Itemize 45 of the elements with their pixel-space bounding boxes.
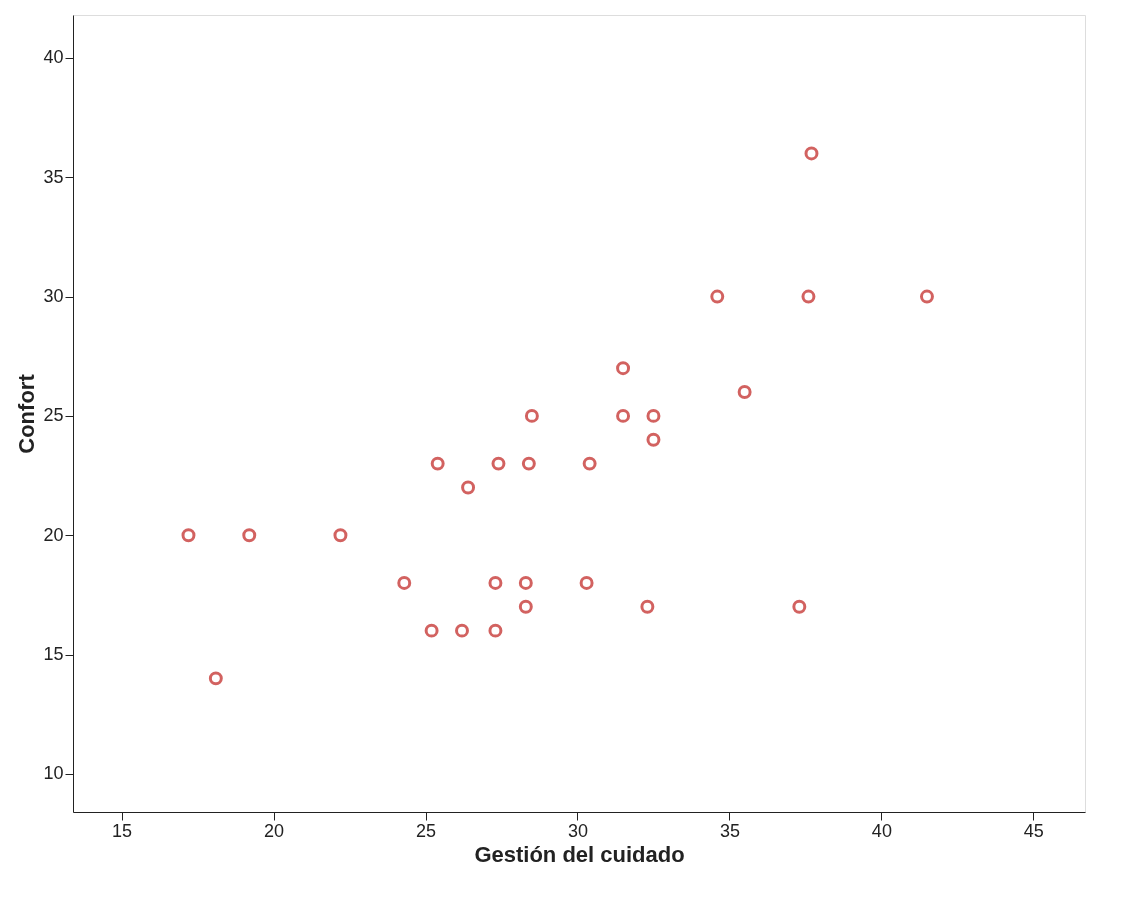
point	[737, 385, 752, 399]
point	[424, 623, 439, 638]
x-tick-label: 40	[871, 820, 892, 841]
point	[524, 408, 539, 423]
point	[646, 432, 661, 447]
point	[397, 575, 412, 590]
point	[461, 480, 476, 495]
y-tick-label: 25	[43, 405, 64, 426]
point	[242, 528, 257, 543]
point	[518, 575, 533, 590]
x-tick-label: 35	[719, 820, 740, 841]
point	[801, 289, 816, 304]
point	[518, 599, 533, 614]
point	[919, 289, 934, 304]
point	[792, 599, 807, 614]
x-axis-title: Gestión del cuidado	[474, 841, 685, 867]
x-tick-label: 20	[264, 820, 285, 841]
y-tick-label: 10	[43, 763, 64, 784]
point	[488, 575, 503, 590]
point	[488, 623, 503, 638]
point	[333, 528, 348, 543]
point	[710, 289, 725, 304]
y-axis-title: Confort	[14, 373, 40, 454]
point	[521, 456, 536, 471]
point	[455, 623, 469, 638]
x-tick-label: 45	[1023, 820, 1044, 841]
point	[804, 146, 819, 161]
point	[208, 671, 223, 686]
point	[640, 599, 655, 614]
y-tick-label: 40	[43, 47, 64, 68]
point	[582, 456, 597, 471]
y-tick-label: 30	[43, 286, 64, 307]
point	[579, 575, 594, 590]
point	[616, 408, 631, 423]
y-tick-label: 15	[43, 644, 64, 665]
x-tick-label: 25	[416, 820, 437, 841]
point	[181, 528, 196, 543]
point	[616, 361, 631, 376]
point	[430, 456, 445, 471]
y-tick-label: 20	[43, 524, 64, 545]
x-tick-label: 15	[112, 820, 133, 841]
point	[646, 408, 661, 423]
x-tick-label: 30	[567, 820, 588, 841]
point	[491, 456, 506, 471]
y-tick-label: 35	[43, 166, 64, 187]
